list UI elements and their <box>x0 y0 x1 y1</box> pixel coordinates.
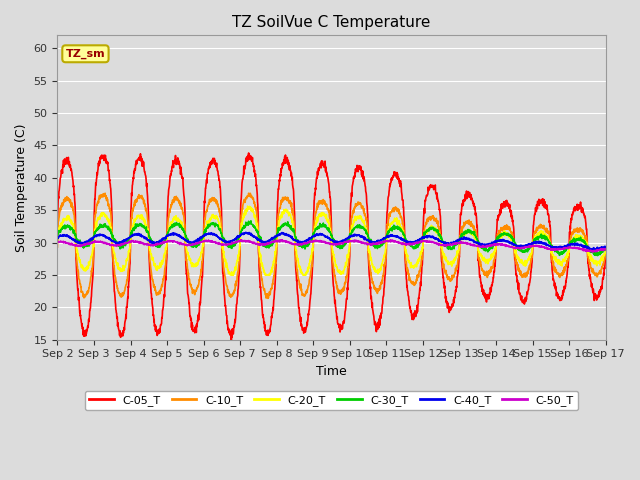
C-50_T <box>348 238 355 244</box>
C-20_T <box>602 246 609 252</box>
Title: TZ SoilVue C Temperature: TZ SoilVue C Temperature <box>232 15 431 30</box>
C-50_T <box>589 249 597 255</box>
C-50_T <box>54 240 61 246</box>
X-axis label: Time: Time <box>316 365 347 378</box>
C-30_T <box>554 249 561 255</box>
C-40_T <box>602 244 609 250</box>
C-30_T <box>602 244 609 250</box>
C-10_T <box>264 295 272 301</box>
C-05_T <box>244 150 252 156</box>
C-50_T <box>569 245 577 251</box>
C-10_T <box>207 199 214 204</box>
C-30_T <box>207 222 214 228</box>
C-30_T <box>348 230 355 236</box>
C-20_T <box>207 216 214 221</box>
C-20_T <box>569 238 577 244</box>
C-20_T <box>244 203 252 209</box>
C-20_T <box>54 239 61 244</box>
C-10_T <box>554 271 561 277</box>
C-50_T <box>359 240 367 245</box>
C-40_T <box>54 235 61 241</box>
C-10_T <box>54 244 61 250</box>
C-20_T <box>360 219 367 225</box>
Line: C-20_T: C-20_T <box>58 206 605 275</box>
C-30_T <box>247 218 255 224</box>
C-40_T <box>242 229 250 235</box>
C-10_T <box>569 231 577 237</box>
C-40_T <box>569 241 577 247</box>
C-05_T <box>492 260 499 266</box>
C-40_T <box>360 235 367 241</box>
C-50_T <box>207 239 214 244</box>
C-05_T <box>554 291 561 297</box>
C-40_T <box>591 247 598 252</box>
C-20_T <box>348 227 356 232</box>
C-05_T <box>569 209 577 215</box>
C-05_T <box>207 162 214 168</box>
C-20_T <box>227 272 234 278</box>
C-10_T <box>244 191 252 196</box>
C-30_T <box>491 240 499 246</box>
C-10_T <box>492 255 499 261</box>
C-05_T <box>348 193 356 199</box>
C-05_T <box>360 173 367 179</box>
C-50_T <box>554 247 561 252</box>
C-50_T <box>602 246 609 252</box>
C-05_T <box>54 240 61 245</box>
Legend: C-05_T, C-10_T, C-20_T, C-30_T, C-40_T, C-50_T: C-05_T, C-10_T, C-20_T, C-30_T, C-40_T, … <box>85 391 579 410</box>
C-20_T <box>554 257 561 263</box>
C-40_T <box>491 238 499 244</box>
C-10_T <box>360 209 367 215</box>
C-50_T <box>491 241 499 247</box>
C-30_T <box>593 252 601 258</box>
C-10_T <box>602 250 609 255</box>
C-30_T <box>54 234 61 240</box>
C-05_T <box>228 337 236 343</box>
C-40_T <box>348 234 355 240</box>
Line: C-50_T: C-50_T <box>58 240 605 252</box>
C-40_T <box>207 231 214 237</box>
Line: C-40_T: C-40_T <box>58 232 605 250</box>
C-30_T <box>360 225 367 230</box>
C-05_T <box>602 252 609 258</box>
Line: C-10_T: C-10_T <box>58 193 605 298</box>
Y-axis label: Soil Temperature (C): Soil Temperature (C) <box>15 123 28 252</box>
C-10_T <box>348 215 356 221</box>
C-20_T <box>492 245 499 251</box>
Text: TZ_sm: TZ_sm <box>66 48 105 59</box>
Line: C-05_T: C-05_T <box>58 153 605 340</box>
C-30_T <box>569 237 577 243</box>
C-50_T <box>387 237 394 243</box>
C-40_T <box>554 245 561 251</box>
Line: C-30_T: C-30_T <box>58 221 605 255</box>
